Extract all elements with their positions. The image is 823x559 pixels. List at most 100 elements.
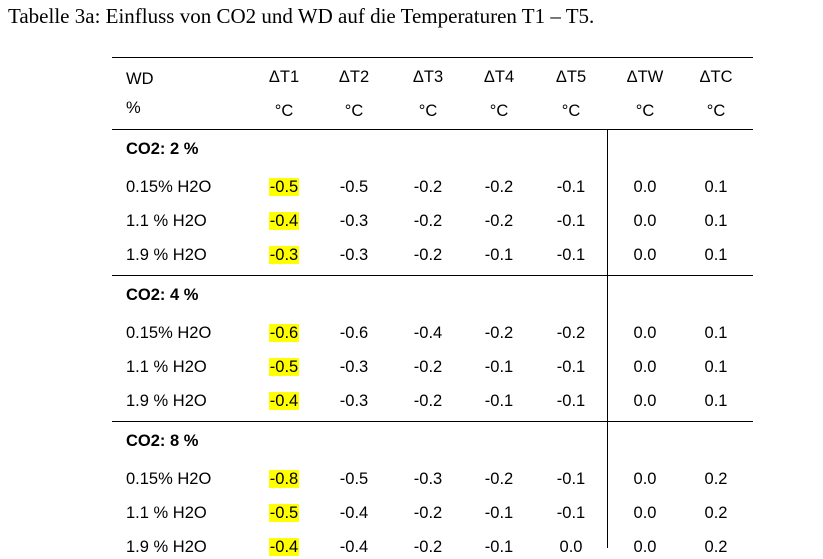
row-label: 1.1 % H2O xyxy=(126,212,207,230)
table-cell: -0.3 xyxy=(326,355,382,379)
header-unit-3: °C xyxy=(418,102,438,120)
header-4: ΔT4 xyxy=(483,68,515,86)
table-cell: -0.2 xyxy=(400,243,456,267)
header-5: ΔT5 xyxy=(555,68,587,86)
table-cell: 0.0 xyxy=(617,355,673,379)
cell-value: -0.1 xyxy=(556,358,586,376)
cell-value: -0.1 xyxy=(556,246,586,264)
cell-value: 0.1 xyxy=(704,246,728,264)
table-cell: 0.2 xyxy=(688,535,744,559)
table-cell: -0.2 xyxy=(400,501,456,525)
cell-value: -0.1 xyxy=(556,178,586,196)
cell-value: -0.2 xyxy=(484,178,514,196)
cell-value: -0.4 xyxy=(339,504,369,522)
cell-value: 0.1 xyxy=(704,392,728,410)
table-cell: -0.4 xyxy=(256,535,312,559)
highlighted-value: -0.4 xyxy=(268,538,300,556)
cell-value: -0.5 xyxy=(339,470,369,488)
table-cell: -0.4 xyxy=(326,501,382,525)
table-cell: -0.4 xyxy=(326,535,382,559)
cell-value: -0.1 xyxy=(484,246,514,264)
cell-value: -0.4 xyxy=(413,324,443,342)
table-cell: -0.2 xyxy=(400,175,456,199)
table-cell: 0.2 xyxy=(688,501,744,525)
table-cell: 0.0 xyxy=(617,467,673,491)
header-rule xyxy=(112,129,753,130)
highlighted-value: -0.5 xyxy=(268,358,300,376)
cell-value: -0.2 xyxy=(413,538,443,556)
table-cell: 0.0 xyxy=(617,209,673,233)
cell-value: -0.3 xyxy=(339,392,369,410)
cell-value: -0.3 xyxy=(413,470,443,488)
table-cell: -0.1 xyxy=(471,389,527,413)
cell-value: 0.0 xyxy=(633,504,657,522)
cell-value: -0.1 xyxy=(484,392,514,410)
cell-value: -0.2 xyxy=(413,212,443,230)
group-rule xyxy=(112,275,753,276)
cell-value: -0.4 xyxy=(339,538,369,556)
table-cell: -0.5 xyxy=(256,501,312,525)
cell-value: 0.0 xyxy=(633,178,657,196)
table-cell: -0.6 xyxy=(326,321,382,345)
header-wd-unit: % xyxy=(126,99,141,117)
table-cell: -0.5 xyxy=(326,467,382,491)
cell-value: 0.0 xyxy=(633,470,657,488)
table-cell: 0.1 xyxy=(688,209,744,233)
cell-value: -0.2 xyxy=(413,246,443,264)
header-6: ΔTW xyxy=(626,68,664,86)
highlighted-value: -0.5 xyxy=(268,504,300,522)
table-cell: -0.6 xyxy=(256,321,312,345)
cell-value: -0.1 xyxy=(484,538,514,556)
table-cell: 0.2 xyxy=(688,467,744,491)
row-label: 1.9 % H2O xyxy=(126,246,207,264)
cell-value: -0.2 xyxy=(413,178,443,196)
highlighted-value: -0.8 xyxy=(268,470,300,488)
cell-value: 0.1 xyxy=(704,358,728,376)
cell-value: -0.3 xyxy=(339,358,369,376)
group-title: CO2: 8 % xyxy=(126,432,199,450)
table-cell: -0.1 xyxy=(543,175,599,199)
table-cell: 0.0 xyxy=(617,321,673,345)
table-cell: -0.2 xyxy=(400,535,456,559)
table-cell: -0.2 xyxy=(400,355,456,379)
table-cell: -0.3 xyxy=(326,389,382,413)
table-cell: -0.3 xyxy=(400,467,456,491)
table-cell: -0.5 xyxy=(256,355,312,379)
cell-value: -0.1 xyxy=(556,504,586,522)
cell-value: -0.1 xyxy=(556,470,586,488)
header-2: ΔT2 xyxy=(338,68,370,86)
highlighted-value: -0.6 xyxy=(268,324,300,342)
table-cell: 0.1 xyxy=(688,243,744,267)
table-cell: -0.1 xyxy=(471,501,527,525)
cell-value: 0.0 xyxy=(633,246,657,264)
cell-value: -0.2 xyxy=(556,324,586,342)
table-cell: -0.8 xyxy=(256,467,312,491)
cell-value: 0.0 xyxy=(633,538,657,556)
table-cell: -0.1 xyxy=(543,243,599,267)
cell-value: -0.1 xyxy=(556,212,586,230)
highlighted-value: -0.3 xyxy=(268,246,300,264)
top-rule xyxy=(112,57,753,58)
cell-value: -0.5 xyxy=(339,178,369,196)
cell-value: -0.6 xyxy=(339,324,369,342)
cell-value: 0.0 xyxy=(633,212,657,230)
table-cell: -0.2 xyxy=(471,209,527,233)
row-label: 1.1 % H2O xyxy=(126,504,207,522)
table-cell: 0.0 xyxy=(617,501,673,525)
column-separator xyxy=(607,129,608,548)
table-cell: 0.0 xyxy=(617,389,673,413)
cell-value: 0.0 xyxy=(633,324,657,342)
table-cell: -0.2 xyxy=(400,389,456,413)
header-1: ΔT1 xyxy=(268,68,300,86)
header-unit-7: °C xyxy=(706,102,726,120)
table-caption: Tabelle 3a: Einfluss von CO2 und WD auf … xyxy=(8,4,595,28)
table-cell: 0.0 xyxy=(617,535,673,559)
table-cell: 0.0 xyxy=(543,535,599,559)
header-3: ΔT3 xyxy=(412,68,444,86)
header-7: ΔTC xyxy=(699,68,733,86)
row-label: 0.15% H2O xyxy=(126,178,212,196)
row-label: 1.9 % H2O xyxy=(126,392,207,410)
cell-value: -0.1 xyxy=(484,504,514,522)
table-cell: -0.5 xyxy=(256,175,312,199)
table-cell: 0.1 xyxy=(688,355,744,379)
